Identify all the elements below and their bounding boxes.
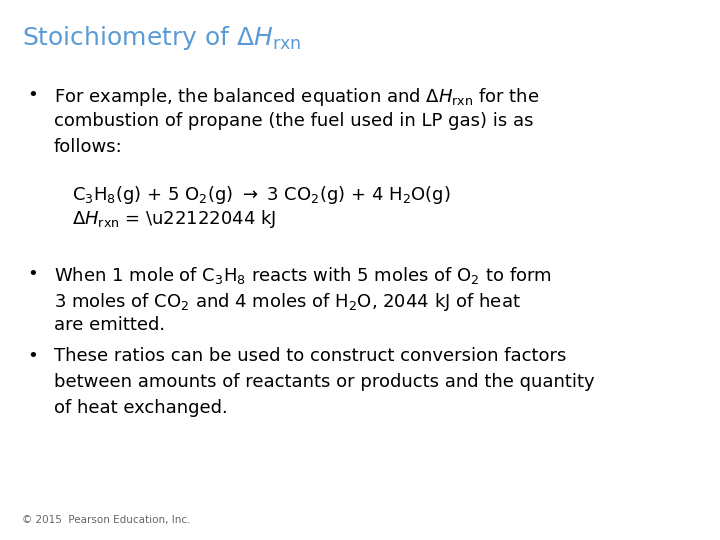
Text: 3 moles of $\mathregular{CO_2}$ and 4 moles of $\mathregular{H_2O}$, 2044 kJ of : 3 moles of $\mathregular{CO_2}$ and 4 mo…	[54, 291, 521, 313]
Text: follows:: follows:	[54, 138, 122, 156]
Text: •: •	[27, 265, 38, 282]
Text: When 1 mole of $\mathregular{C_3H_8}$ reacts with 5 moles of $\mathregular{O_2}$: When 1 mole of $\mathregular{C_3H_8}$ re…	[54, 265, 552, 286]
Text: between amounts of reactants or products and the quantity: between amounts of reactants or products…	[54, 373, 595, 390]
Text: •: •	[27, 347, 38, 364]
Text: © 2015  Pearson Education, Inc.: © 2015 Pearson Education, Inc.	[22, 515, 190, 525]
Text: Stoichiometry of $\Delta H_{\mathregular{rxn}}$: Stoichiometry of $\Delta H_{\mathregular…	[22, 24, 301, 52]
Text: combustion of propane (the fuel used in LP gas) is as: combustion of propane (the fuel used in …	[54, 112, 534, 130]
Text: For example, the balanced equation and $\Delta H_{\mathregular{rxn}}$ for the: For example, the balanced equation and $…	[54, 86, 539, 109]
Text: •: •	[27, 86, 38, 104]
Text: are emitted.: are emitted.	[54, 316, 165, 334]
Text: $\Delta H_{\mathregular{rxn}}$ = \u22122044 kJ: $\Delta H_{\mathregular{rxn}}$ = \u22122…	[72, 208, 276, 230]
Text: $\mathregular{C_3H_8}$(g) + 5 $\mathregular{O_2}$(g) $\rightarrow$ 3 $\mathregul: $\mathregular{C_3H_8}$(g) + 5 $\mathregu…	[72, 184, 451, 206]
Text: of heat exchanged.: of heat exchanged.	[54, 399, 228, 416]
Text: These ratios can be used to construct conversion factors: These ratios can be used to construct co…	[54, 347, 567, 364]
